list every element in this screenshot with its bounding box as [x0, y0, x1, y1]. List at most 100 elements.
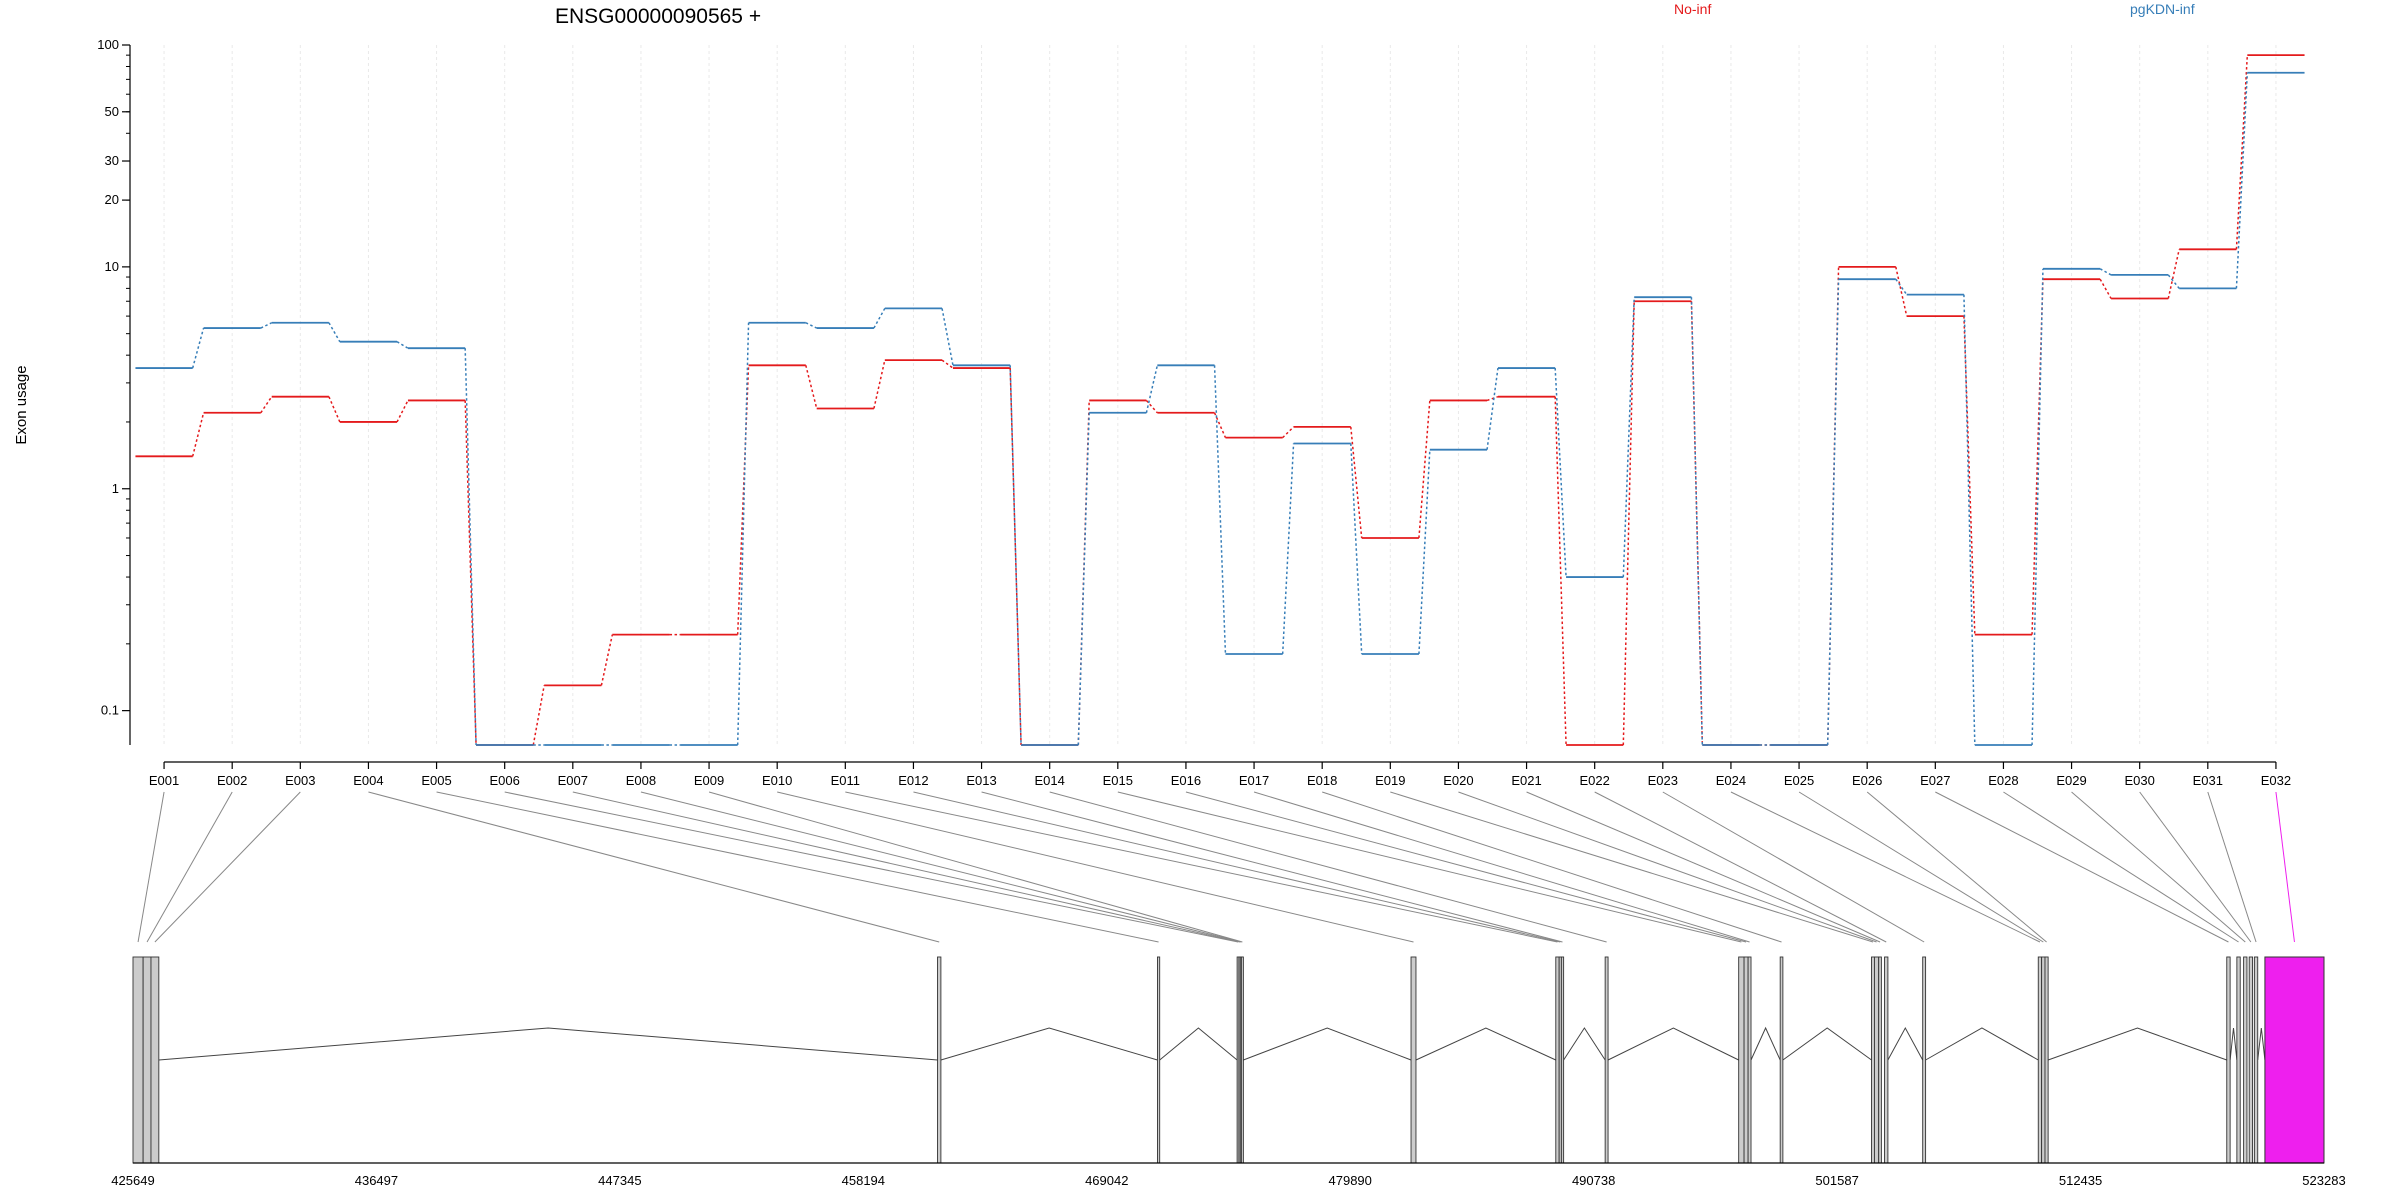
exon-box-e002	[142, 956, 152, 1164]
series-pgkdn-inf-connector	[1009, 365, 1022, 746]
connector-e018	[1322, 791, 1782, 943]
series-no-inf-connector	[1622, 301, 1635, 746]
series-pgkdn-inf-connector	[1826, 279, 1840, 746]
connector-e032	[2275, 791, 2295, 943]
exon-label-e014: E014	[1035, 773, 1065, 788]
connector-e004	[368, 791, 940, 943]
coordinate-label-512435: 512435	[2059, 1173, 2102, 1188]
chart-title: ENSG00000090565 +	[555, 5, 761, 28]
series-no-inf-connector	[532, 685, 545, 746]
exon-label-e008: E008	[626, 773, 656, 788]
connector-e012	[913, 791, 1561, 943]
exon-label-e007: E007	[558, 773, 588, 788]
intron-e017-e018	[1750, 1026, 1781, 1061]
connector-e021	[1526, 791, 1881, 943]
series-no-inf-connector	[191, 412, 205, 457]
exon-label-e026: E026	[1852, 773, 1882, 788]
y-tick-label-1: 1	[112, 481, 119, 496]
series-pgkdn-inf-connector	[736, 322, 750, 746]
series-pgkdn-inf-connector	[1281, 443, 1295, 655]
x-axis: E001 E002 E003 E004 E005 E006 E007 E008 E009 E010…	[149, 761, 2291, 788]
series-no-inf-connector	[464, 400, 477, 746]
series-pgkdn-inf-connector	[464, 348, 477, 746]
series-no-inf-connector	[260, 396, 273, 414]
connector-e019	[1390, 791, 1874, 943]
series-no-inf-connector	[1554, 396, 1567, 746]
exon-label-e010: E010	[762, 773, 792, 788]
exon-label-e003: E003	[285, 773, 315, 788]
exon-box-e028	[2236, 956, 2241, 1164]
exon-box-e023	[1922, 956, 1927, 1164]
exon-label-e019: E019	[1375, 773, 1405, 788]
connector-e016	[1185, 791, 1747, 943]
exon-label-e029: E029	[2056, 773, 2086, 788]
exon-label-e027: E027	[1920, 773, 1950, 788]
intron-e009-e010	[1243, 1027, 1412, 1061]
exon-label-e005: E005	[421, 773, 451, 788]
series-no-inf-connector	[1486, 395, 1499, 402]
series-pgkdn-inf-connector	[941, 308, 954, 366]
intron-e014-e015	[1607, 1027, 1739, 1061]
exon-label-e015: E015	[1103, 773, 1133, 788]
series-no-inf	[135, 54, 2305, 746]
y-tick-label-20: 20	[105, 192, 119, 207]
exon-box-e027	[2226, 956, 2231, 1164]
exon-box-e020	[1873, 956, 1880, 1164]
intron-e018-e019	[1782, 1027, 1872, 1061]
series-no-inf-connector	[805, 365, 818, 409]
intron-e031-e032	[2257, 1027, 2266, 1061]
exon-connectors	[137, 791, 2295, 943]
exon-box-e017	[1747, 956, 1752, 1164]
connector-e020	[1458, 791, 1877, 943]
intron-e005-e006	[1159, 1027, 1238, 1061]
series-pgkdn-inf-connector	[191, 327, 205, 369]
exon-label-e016: E016	[1171, 773, 1201, 788]
series-pgkdn-inf-connector	[2099, 268, 2112, 276]
intron-e026-e027	[2047, 1027, 2227, 1061]
connector-e005	[436, 791, 1159, 943]
series-pgkdn-inf-connector	[1895, 278, 1908, 296]
y-axis-label: Exon usage	[13, 365, 30, 444]
exon-box-e024	[2037, 956, 2043, 1164]
connector-e029	[2071, 791, 2246, 943]
connector-e014	[1049, 791, 1607, 943]
series-pgkdn-inf-connector	[1690, 297, 1704, 746]
exon-label-e031: E031	[2193, 773, 2223, 788]
series-pgkdn-inf-connector	[396, 341, 409, 349]
exon-box-e003	[150, 956, 160, 1164]
exon-label-e024: E024	[1716, 773, 1746, 788]
series-no-inf-connector	[328, 396, 341, 423]
exon-box-e026	[2044, 956, 2049, 1164]
coordinate-label-479890: 479890	[1329, 1173, 1372, 1188]
exon-label-e020: E020	[1443, 773, 1473, 788]
exon-label-e004: E004	[353, 773, 383, 788]
connector-e013	[981, 791, 1563, 943]
series-no-inf-connector	[736, 365, 750, 635]
connector-e003	[154, 791, 301, 943]
connector-e001	[137, 791, 165, 943]
series-no-inf-connector	[2167, 249, 2180, 299]
series-no-inf-connector	[600, 634, 614, 686]
intron-e023-e024	[1925, 1027, 2039, 1061]
connector-e015	[1117, 791, 1742, 943]
coordinate-label-447345: 447345	[598, 1173, 641, 1188]
series-lines	[135, 54, 2305, 746]
exon-label-e032: E032	[2261, 773, 2291, 788]
exon-box-e022	[1884, 956, 1889, 1164]
coordinate-axis: 425649 436497 447345 458194 469042 479890 4907…	[111, 1162, 2346, 1188]
exon-label-e012: E012	[898, 773, 928, 788]
exon-box-e001	[132, 956, 144, 1164]
intron-e004-e005	[940, 1027, 1158, 1061]
series-no-inf-connector	[1282, 426, 1295, 439]
series-no-inf-connector	[1895, 266, 1908, 317]
series-pgkdn-inf-connector	[1350, 443, 1363, 655]
y-tick-label-30: 30	[105, 153, 119, 168]
series-no-inf-connector	[1963, 316, 1976, 635]
connector-e028	[2003, 791, 2239, 943]
exon-label-e002: E002	[217, 773, 247, 788]
series-pgkdn-inf-connector	[1077, 412, 1090, 746]
exon-box-e032	[2264, 956, 2325, 1164]
exon-box-e018	[1779, 956, 1784, 1164]
series-pgkdn-inf-connector	[328, 322, 341, 343]
coordinate-label-469042: 469042	[1085, 1173, 1128, 1188]
